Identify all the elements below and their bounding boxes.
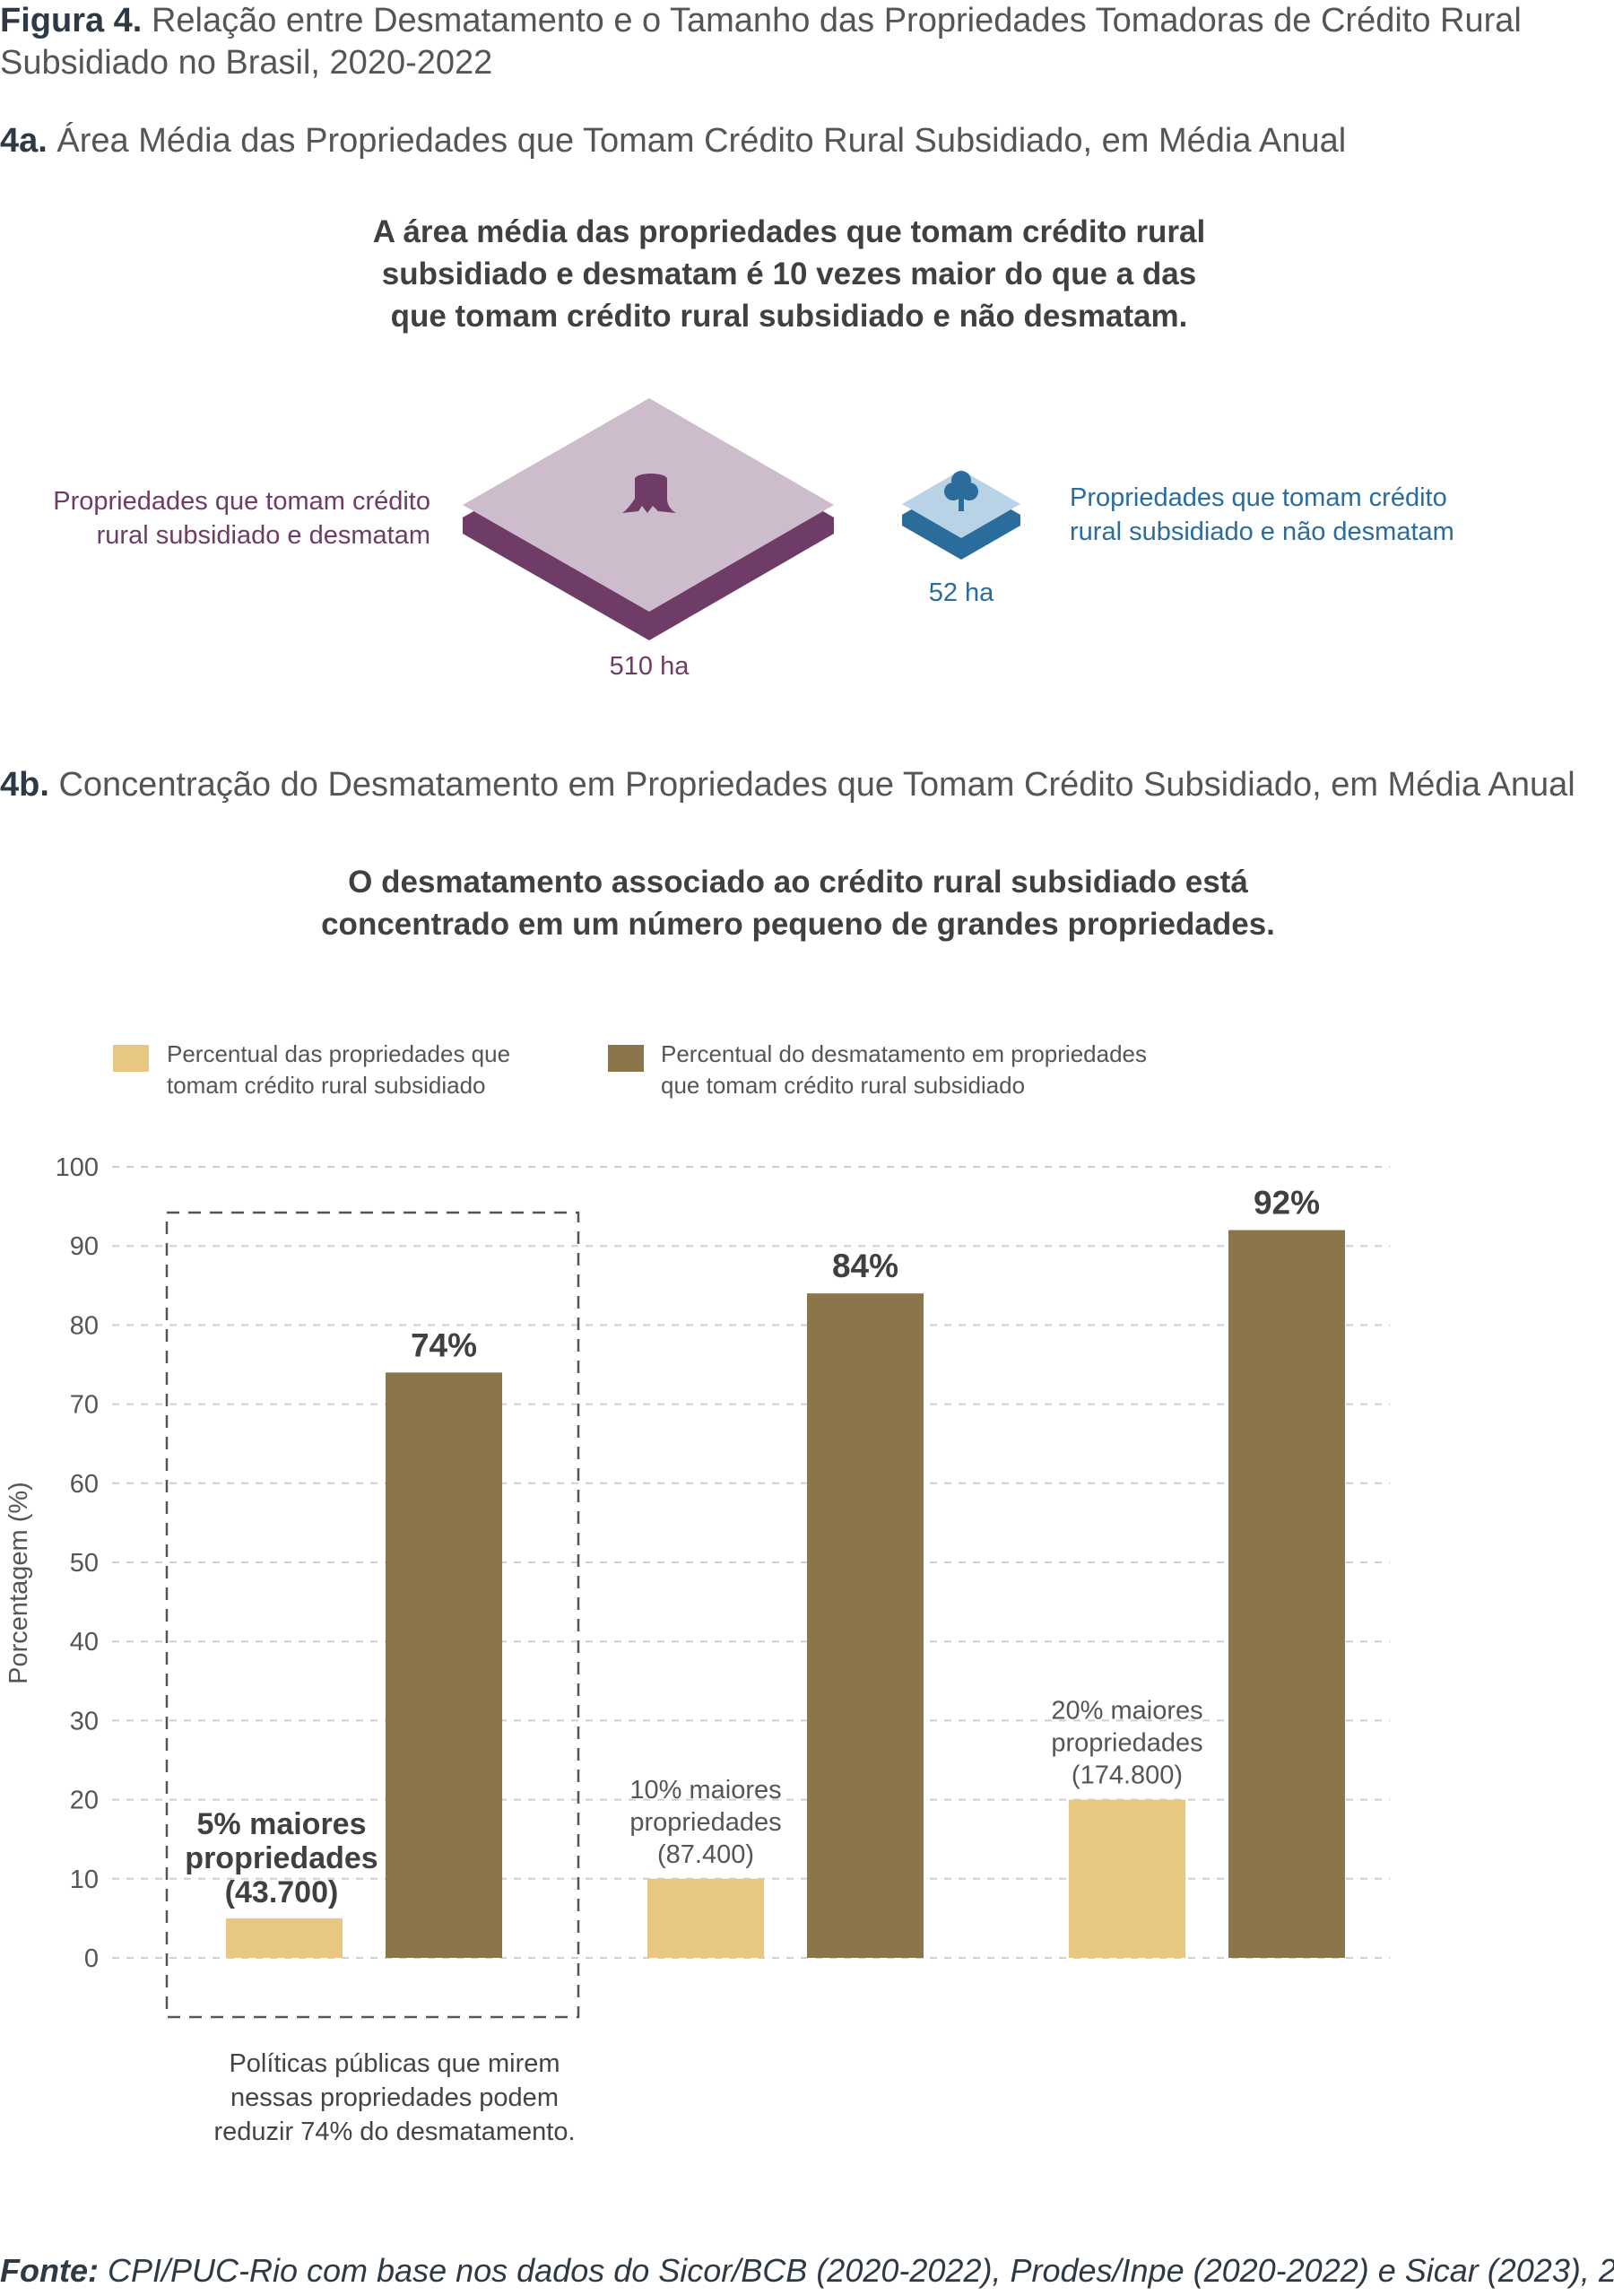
part-a-title-text: Área Média das Propriedades que Tomam Cr… (56, 122, 1347, 160)
bar-deforestation-share (807, 1293, 924, 1958)
deforesting-label-line2: rural subsidiado e desmatam (96, 521, 430, 550)
bar-chart: 0 10 20 30 40 50 60 70 80 90 100 Porcentagem (%) 74%… (4, 1153, 1390, 2019)
bar-properties-share (1069, 1799, 1185, 1958)
figure-label: Figura 4. (0, 2, 143, 39)
y-tick-label: 50 (70, 1549, 99, 1578)
legend-deforestation-label: Percentual do desmatamento em propriedad… (661, 1039, 1147, 1101)
policy-note-line: Políticas públicas que mirem (229, 2049, 560, 2078)
part-b-headline-line: concentrado em um número pequeno de gran… (321, 907, 1275, 942)
non-deforesting-area-value: 52 ha (928, 578, 994, 607)
policy-note-line: reduzir 74% do desmatamento. (213, 2118, 576, 2146)
legend-properties-line2: tomam crédito rural subsidiado (167, 1072, 486, 1099)
y-tick-label: 10 (70, 1866, 99, 1894)
tree-stump-icon (622, 474, 676, 513)
group-label: 10% maiores (629, 1776, 781, 1805)
non-deforesting-label-line1: Propriedades que tomam crédito (1070, 483, 1447, 512)
bar-deforestation-share (1228, 1230, 1345, 1958)
y-tick-label: 80 (70, 1311, 99, 1340)
figure-title: Figura 4. Relação entre Desmatamento e o… (0, 0, 1524, 84)
data-label: 92% (1254, 1185, 1320, 1222)
part-a-headline-line: que tomam crédito rural subsidiado e não… (390, 299, 1188, 334)
legend-swatch-deforestation (608, 1045, 644, 1072)
deforesting-area-diamond (463, 398, 834, 640)
part-b-title: 4b. Concentração do Desmatamento em Prop… (0, 764, 1575, 806)
source-text: CPI/PUC-Rio com base nos dados do Sicor/… (107, 2252, 1614, 2289)
tree-icon (944, 471, 978, 511)
bar-properties-share (226, 1918, 343, 1958)
non-deforesting-properties-label: Propriedades que tomam crédito rural sub… (1070, 481, 1536, 549)
deforesting-properties-label: Propriedades que tomam crédito rural sub… (18, 484, 430, 552)
y-tick-label: 100 (56, 1153, 99, 1182)
data-label: 84% (832, 1248, 898, 1284)
legend-deforestation-line1: Percentual do desmatamento em propriedad… (661, 1040, 1147, 1067)
bar-properties-share (647, 1878, 764, 1958)
group-label: propriedades (1051, 1729, 1202, 1758)
legend-swatch-properties (113, 1045, 149, 1072)
part-a-headline: A área média das propriedades que tomam … (0, 211, 1596, 337)
y-tick-label: 40 (70, 1628, 99, 1657)
y-tick-label: 70 (70, 1391, 99, 1420)
part-a-headline-line: subsidiado e desmatam é 10 vezes maior d… (381, 257, 1197, 291)
group-label: (87.400) (657, 1840, 754, 1869)
highlight-box (165, 1211, 580, 2019)
part-b-label: 4b. (0, 766, 49, 804)
part-a-title: 4a. Área Média das Propriedades que Toma… (0, 120, 1346, 162)
area-comparison-graphic (463, 398, 1020, 640)
group-label: 20% maiores (1051, 1697, 1202, 1726)
y-axis-label: Porcentagem (%) (4, 1482, 33, 1684)
group-label: propriedades (629, 1808, 781, 1837)
part-b-headline: O desmatamento associado ao crédito rura… (0, 861, 1605, 945)
bar-deforestation-share (386, 1372, 502, 1958)
y-tick-label: 60 (70, 1470, 99, 1499)
data-label: 74% (411, 1326, 477, 1363)
part-b-headline-line: O desmatamento associado ao crédito rura… (348, 865, 1248, 900)
y-tick-label: 20 (70, 1787, 99, 1815)
policy-note-line: nessas propriedades podem (230, 2083, 559, 2112)
deforesting-area-value: 510 ha (609, 652, 690, 681)
policy-note: Políticas públicas que mirem nessas prop… (161, 2047, 628, 2149)
legend-deforestation-line2: que tomam crédito rural subsidiado (661, 1072, 1026, 1099)
non-deforesting-label-line2: rural subsidiado e não desmatam (1070, 517, 1454, 546)
deforesting-label-line1: Propriedades que tomam crédito (53, 487, 430, 516)
y-tick-label: 30 (70, 1707, 99, 1735)
figure-title-line1: Relação entre Desmatamento e o Tamanho d… (151, 2, 1522, 39)
group-label: 5% maiores (197, 1807, 367, 1841)
source-note: Fonte: CPI/PUC-Rio com base nos dados do… (0, 2251, 1614, 2291)
group-label: (174.800) (1072, 1761, 1183, 1790)
legend-properties-line1: Percentual das propriedades que (167, 1040, 511, 1067)
source-label: Fonte: (0, 2252, 99, 2289)
part-b-title-text: Concentração do Desmatamento em Propried… (58, 766, 1575, 804)
part-a-label: 4a. (0, 122, 48, 160)
group-label: propriedades (185, 1841, 377, 1875)
group-label: (43.700) (225, 1875, 339, 1909)
part-a-headline-line: A área média das propriedades que tomam … (372, 214, 1206, 249)
figure-title-line2: Subsidiado no Brasil, 2020-2022 (0, 44, 493, 82)
legend-properties-label: Percentual das propriedades que tomam cr… (167, 1039, 510, 1101)
y-tick-label: 90 (70, 1232, 99, 1261)
y-tick-label: 0 (84, 1944, 99, 1973)
